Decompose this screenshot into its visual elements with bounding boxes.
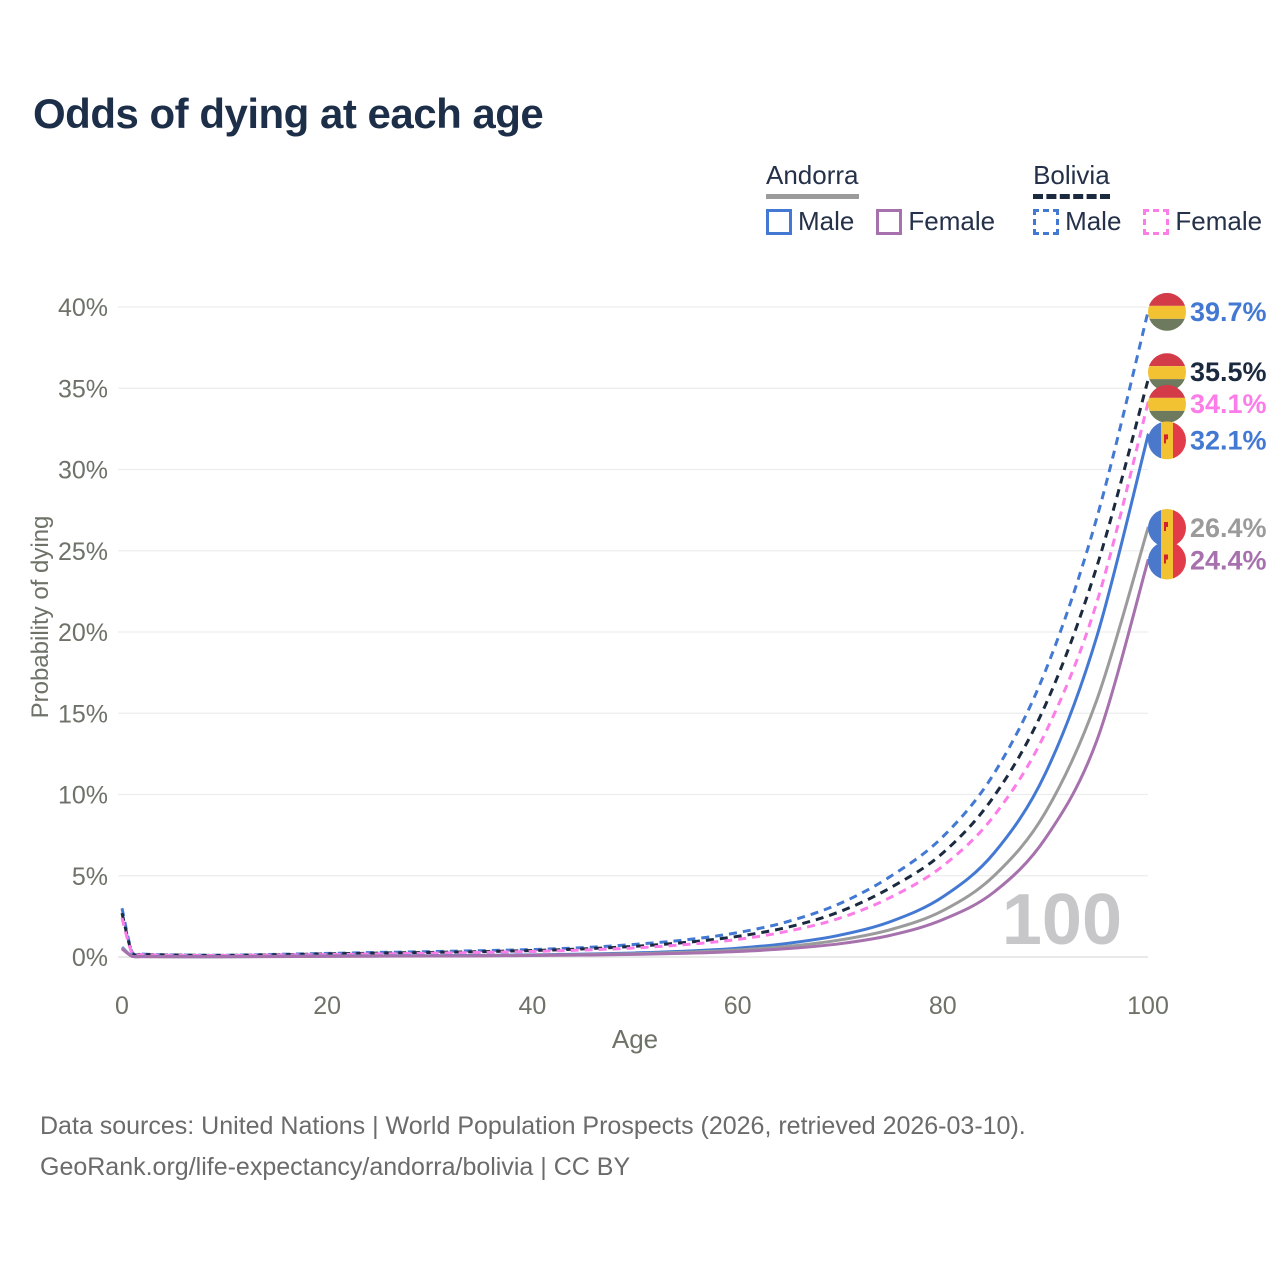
legend-group-andorra: Andorra Male Female <box>766 160 995 237</box>
watermark-age: 100 <box>1002 880 1122 960</box>
legend-item-bolivia-male[interactable]: Male <box>1033 206 1121 237</box>
legend-group-title-bolivia: Bolivia <box>1033 160 1110 199</box>
legend-swatch-andorra-male <box>766 208 792 235</box>
footer: Data sources: United Nations | World Pop… <box>40 1106 1026 1188</box>
series-line-bolivia-both[interactable] <box>120 371 1158 957</box>
y-tick-label-40: 40% <box>58 294 108 322</box>
y-tick-label-10: 10% <box>58 782 108 810</box>
legend-swatch-bolivia-male <box>1033 208 1060 235</box>
legend-item-bolivia-female[interactable]: Female <box>1143 206 1262 237</box>
y-tick-label-25: 25% <box>58 538 108 566</box>
legend: Andorra Male Female Bolivia Male Female <box>766 160 1262 237</box>
flag-icon-andorra <box>1148 421 1186 460</box>
end-label-bolivia-female: 34.1% <box>1190 389 1267 419</box>
flag-icon-andorra <box>1148 541 1186 580</box>
flag-icon-bolivia <box>1148 292 1186 331</box>
legend-group-bolivia: Bolivia Male Female <box>1033 160 1262 237</box>
legend-label-andorra-male: Male <box>798 206 855 236</box>
x-axis-title: Age <box>612 1024 658 1054</box>
y-tick-label-15: 15% <box>58 700 108 728</box>
end-label-andorra-both: 26.4% <box>1190 513 1267 543</box>
legend-label-bolivia-female: Female <box>1175 206 1263 236</box>
x-tick-label-0: 0 <box>115 992 129 1020</box>
x-tick-label-100: 100 <box>1127 992 1169 1020</box>
y-tick-label-35: 35% <box>58 375 108 403</box>
x-tick-label-60: 60 <box>724 992 752 1020</box>
legend-swatch-andorra-female <box>876 208 903 235</box>
end-label-bolivia-male: 39.7% <box>1190 297 1267 327</box>
end-label-bolivia-both: 35.5% <box>1190 357 1267 387</box>
legend-item-andorra-male[interactable]: Male <box>766 206 854 237</box>
footer-attribution: GeoRank.org/life-expectancy/andorra/boli… <box>40 1153 631 1181</box>
legend-item-andorra-female[interactable]: Female <box>876 206 995 237</box>
flag-icon-bolivia <box>1148 384 1186 423</box>
end-label-andorra-male: 32.1% <box>1190 425 1267 455</box>
legend-label-andorra-female: Female <box>908 206 996 236</box>
y-axis-title: Probability of dying <box>27 516 54 719</box>
x-tick-label-20: 20 <box>313 992 341 1020</box>
x-tick-label-80: 80 <box>929 992 957 1020</box>
y-tick-label-20: 20% <box>58 619 108 647</box>
series-line-andorra-male[interactable] <box>120 433 1157 959</box>
legend-group-title-andorra: Andorra <box>766 160 859 199</box>
flag-icon-andorra <box>1148 509 1186 547</box>
y-tick-label-30: 30% <box>58 457 108 485</box>
footer-data-sources: Data sources: United Nations | World Pop… <box>40 1112 1026 1140</box>
series-line-bolivia-male[interactable] <box>120 310 1156 957</box>
x-tick-label-40: 40 <box>518 992 546 1020</box>
y-tick-label-0: 0% <box>72 944 108 972</box>
end-label-andorra-female: 24.4% <box>1190 546 1267 576</box>
series-line-andorra-female[interactable] <box>121 559 1156 959</box>
legend-label-bolivia-male: Male <box>1065 206 1122 236</box>
series-line-bolivia-female[interactable] <box>120 401 1157 958</box>
page-title: Odds of dying at each age <box>33 90 544 137</box>
legend-swatch-bolivia-female <box>1143 208 1170 235</box>
y-tick-label-5: 5% <box>72 863 108 891</box>
